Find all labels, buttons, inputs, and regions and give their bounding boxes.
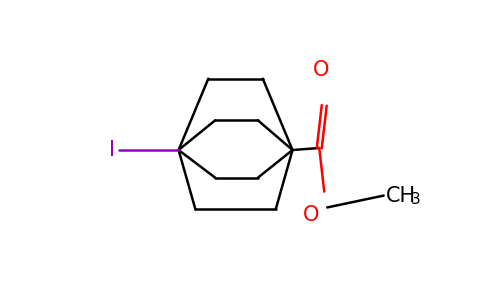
Text: 3: 3 (410, 192, 420, 207)
Text: O: O (303, 206, 319, 226)
Text: CH: CH (386, 186, 416, 206)
Text: I: I (109, 140, 115, 160)
Text: O: O (313, 60, 330, 80)
